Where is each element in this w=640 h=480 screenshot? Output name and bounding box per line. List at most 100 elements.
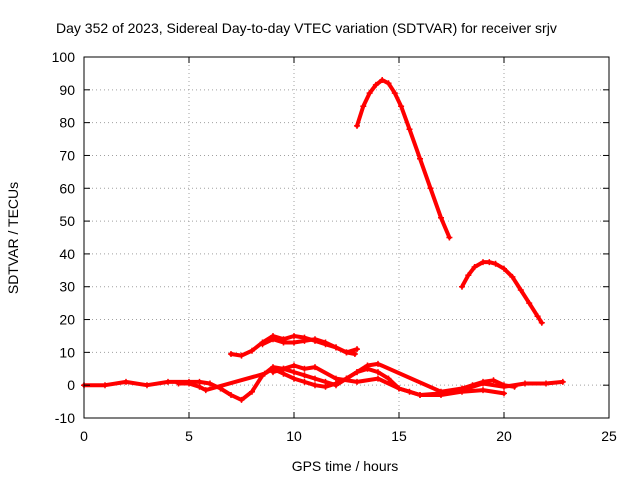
data-point: [509, 273, 516, 280]
data-point: [534, 313, 541, 320]
data-point: [175, 380, 182, 387]
data-point: [312, 375, 318, 382]
data-point: [354, 346, 360, 353]
x-tick-label: 5: [185, 428, 193, 444]
series-arc-37: [459, 259, 545, 326]
grid: [84, 57, 609, 418]
data-point: [301, 378, 308, 385]
y-axis-label: SDTVAR / TECUs: [5, 182, 21, 294]
data-point: [354, 369, 360, 376]
data-point: [322, 339, 329, 346]
axis-ticks: [83, 56, 610, 419]
data-point: [471, 264, 478, 270]
data-point: [438, 214, 444, 221]
data-point: [360, 103, 367, 110]
data-point: [270, 336, 276, 343]
plot-frame: [83, 56, 610, 419]
data-point: [538, 319, 545, 326]
data-point: [375, 369, 381, 376]
data-point: [102, 382, 108, 389]
data-point: [375, 375, 381, 382]
data-point: [351, 351, 358, 357]
data-point: [391, 90, 398, 97]
data-point: [238, 396, 245, 403]
data-point: [291, 339, 297, 346]
data-point: [301, 365, 308, 372]
data-point: [366, 90, 373, 97]
data-point: [501, 382, 507, 389]
data-point: [333, 344, 339, 351]
data-point: [480, 387, 486, 394]
data-point: [165, 378, 171, 385]
data-point: [398, 103, 405, 110]
y-tick-label: 30: [59, 279, 75, 295]
y-tick-label: 0: [67, 377, 75, 393]
data-point: [385, 375, 392, 382]
data-point: [343, 349, 350, 356]
y-tick-label: 90: [59, 82, 75, 98]
y-tick-label: 10: [59, 344, 75, 360]
y-tick-label: 40: [59, 246, 75, 262]
y-tick-label: 60: [59, 180, 75, 196]
data-point: [354, 122, 360, 129]
data-point: [261, 370, 268, 377]
data-point: [312, 364, 318, 371]
data-point: [291, 375, 297, 382]
data-point: [417, 392, 423, 398]
y-tick-label: 50: [59, 213, 75, 229]
y-tick-label: 100: [52, 49, 76, 65]
chart-title: Day 352 of 2023, Sidereal Day-to-day VTE…: [56, 20, 557, 36]
data-point: [375, 360, 381, 367]
y-tick-label: 20: [59, 312, 75, 328]
data-point: [396, 385, 402, 392]
data-point: [427, 185, 434, 192]
x-axis-label: GPS time / hours: [292, 458, 399, 474]
series-baseline-track-c: [270, 362, 507, 398]
series-baseline-track-b: [175, 360, 518, 395]
data-point: [270, 369, 276, 376]
data-point: [446, 234, 453, 241]
data-point: [517, 287, 524, 293]
series-track: [460, 260, 544, 325]
data-point: [438, 392, 444, 398]
data-point: [459, 388, 465, 395]
data-point: [259, 341, 266, 348]
data-point: [202, 387, 209, 394]
x-tick-label: 10: [286, 428, 302, 444]
x-tick-label: 15: [391, 428, 407, 444]
data-point: [228, 392, 234, 398]
data-point: [249, 347, 255, 354]
data-point: [249, 388, 255, 395]
data-point: [301, 372, 308, 379]
data-point: [322, 383, 329, 390]
data-point: [465, 272, 472, 279]
data-point: [291, 369, 297, 376]
data-point: [480, 259, 486, 266]
data-point: [379, 77, 386, 83]
data-point: [291, 333, 297, 339]
data-point: [364, 362, 371, 369]
data-point: [228, 351, 234, 357]
data-point: [280, 365, 287, 372]
series-track: [260, 337, 357, 356]
data-point: [417, 155, 423, 162]
series-elevated-arc-12: [259, 336, 358, 357]
data-point: [354, 378, 360, 385]
data-point: [543, 380, 549, 387]
data-point: [207, 380, 213, 387]
data-point: [312, 382, 318, 389]
y-tick-label: 80: [59, 115, 75, 131]
data-point: [486, 259, 493, 266]
data-point: [459, 283, 465, 290]
data-point: [406, 126, 413, 133]
y-tick-label: -10: [55, 410, 75, 426]
data-point: [501, 265, 507, 272]
series-peak-arc-90: [354, 77, 453, 241]
data-point: [469, 382, 476, 389]
data-point: [291, 362, 297, 369]
data-point: [280, 339, 287, 346]
data-point: [372, 81, 379, 88]
data-point: [186, 380, 192, 387]
data-point: [501, 390, 507, 397]
